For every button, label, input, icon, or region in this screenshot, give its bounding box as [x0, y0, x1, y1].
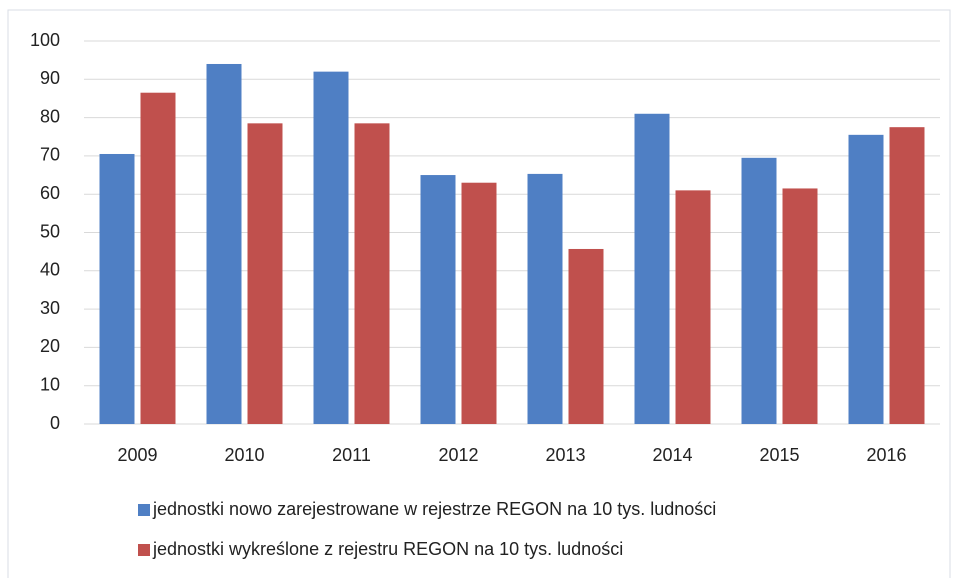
y-tick-label: 20	[40, 336, 60, 356]
y-tick-label: 90	[40, 68, 60, 88]
legend-swatch	[138, 544, 150, 556]
y-tick-label: 40	[40, 260, 60, 280]
bar	[527, 173, 563, 424]
x-tick-label: 2010	[224, 445, 264, 465]
legend-label: jednostki wykreślone z rejestru REGON na…	[152, 539, 623, 559]
legend-label: jednostki nowo zarejestrowane w rejestrz…	[152, 499, 716, 519]
bar	[99, 153, 135, 425]
y-tick-label: 50	[40, 221, 60, 241]
bar	[568, 248, 604, 424]
x-tick-label: 2011	[332, 445, 371, 465]
chart-border	[7, 9, 951, 578]
x-tick-label: 2009	[117, 445, 157, 465]
bar	[675, 190, 711, 424]
y-tick-label: 10	[40, 374, 60, 394]
bar	[140, 92, 176, 424]
bar	[313, 71, 349, 424]
x-tick-label: 2013	[545, 445, 585, 465]
bar	[634, 113, 670, 425]
bar	[889, 127, 925, 425]
x-tick-label: 2015	[759, 445, 799, 465]
bar	[741, 157, 777, 424]
x-tick-label: 2012	[438, 445, 478, 465]
y-tick-label: 60	[40, 183, 60, 203]
bar	[848, 134, 884, 424]
y-tick-label: 70	[40, 145, 60, 165]
y-tick-label: 80	[40, 106, 60, 126]
bar	[461, 182, 497, 424]
x-tick-label: 2014	[652, 445, 692, 465]
y-tick-label: 30	[40, 298, 60, 318]
bar	[782, 188, 818, 424]
bar	[247, 123, 283, 424]
y-tick-label: 100	[30, 30, 60, 50]
bar	[206, 63, 242, 424]
x-tick-label: 2016	[866, 445, 906, 465]
bar	[420, 175, 456, 424]
y-tick-label: 0	[50, 413, 60, 433]
bar	[354, 123, 390, 424]
legend-swatch	[138, 504, 150, 516]
